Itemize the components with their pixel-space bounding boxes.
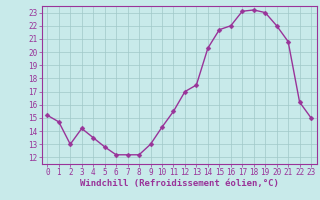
X-axis label: Windchill (Refroidissement éolien,°C): Windchill (Refroidissement éolien,°C) — [80, 179, 279, 188]
